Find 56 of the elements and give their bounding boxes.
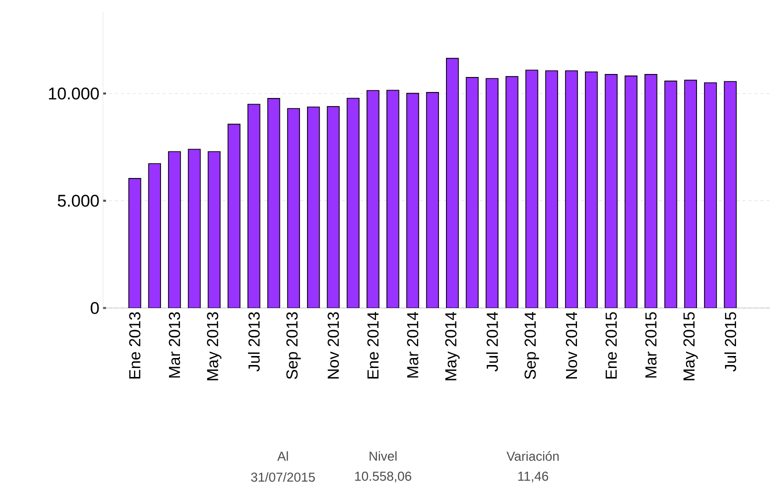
bar (128, 178, 142, 308)
bar (704, 82, 717, 308)
x-tick-label: May 2015 (683, 312, 698, 380)
bar (148, 163, 162, 308)
bar (346, 98, 360, 308)
x-tick-label: Sep 2014 (524, 312, 540, 380)
text: 11,46 (518, 472, 548, 482)
y-tick-label: 0 (90, 302, 99, 314)
bar (307, 106, 320, 308)
x-tick-label: Ene 2014 (367, 312, 379, 378)
x-tick-label: Jul 2015 (724, 312, 736, 372)
text: 31/07/2015 (251, 472, 315, 482)
x-tick-label: May 2013 (206, 312, 222, 380)
bar (426, 92, 439, 308)
bar (326, 106, 340, 308)
y-tick-label: 10.000 (48, 88, 99, 100)
bar (644, 74, 658, 308)
bar (604, 74, 618, 308)
bar (506, 76, 518, 308)
x-tick-label: Mar 2013 (168, 312, 180, 378)
bar (584, 71, 598, 308)
bar (247, 104, 260, 308)
x-tick-label: Ene 2013 (129, 312, 140, 378)
bar (664, 80, 678, 308)
bar (267, 98, 280, 308)
x-tick-label: Mar 2014 (407, 312, 418, 378)
x-tick-label: Ene 2015 (606, 312, 617, 378)
bar (406, 92, 420, 308)
bar (724, 81, 737, 308)
bar (228, 124, 240, 308)
bar (168, 151, 181, 308)
text: Al (277, 451, 288, 461)
text: Variación (506, 451, 559, 461)
bar (545, 70, 558, 308)
bar (624, 76, 638, 308)
bar (208, 151, 221, 308)
x-tick-label: May 2014 (445, 312, 460, 380)
bar (486, 78, 498, 308)
bar (386, 90, 400, 308)
bar (466, 77, 479, 308)
x-tick-label: Sep 2013 (286, 312, 301, 380)
bar (565, 70, 578, 308)
bar (366, 90, 380, 308)
bar (188, 148, 201, 308)
x-tick-label: Nov 2014 (566, 312, 578, 378)
y-tick-label: 5.000 (58, 194, 99, 207)
bar (287, 108, 300, 308)
x-tick-label: Nov 2013 (328, 312, 339, 378)
bar (525, 70, 538, 308)
x-tick-label: Mar 2015 (645, 312, 657, 378)
x-tick-label: Jul 2013 (248, 312, 260, 372)
bar (684, 80, 698, 308)
text: 10.558,06 (355, 472, 412, 482)
x-tick-label: Jul 2014 (486, 312, 498, 372)
text: Nivel (370, 451, 397, 461)
bar (446, 58, 459, 308)
